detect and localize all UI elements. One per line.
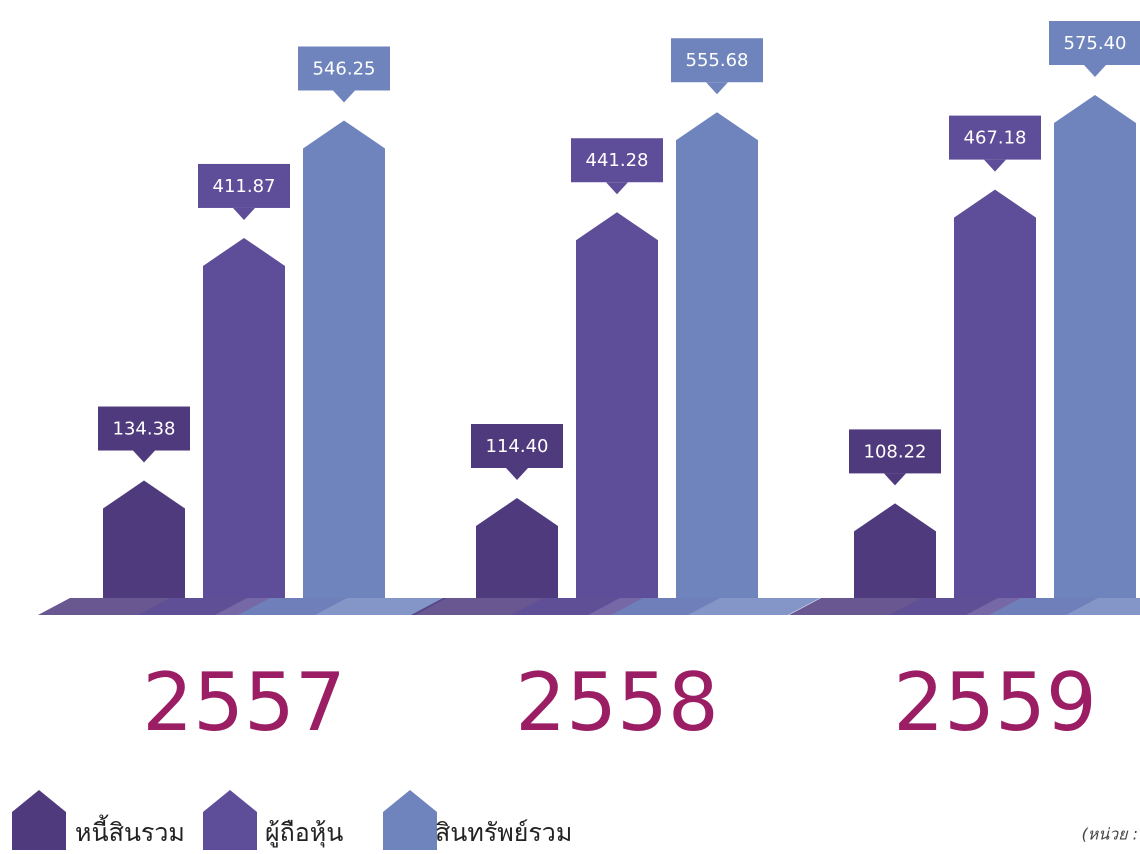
bar [103, 480, 185, 598]
callout [949, 115, 1041, 160]
floor [611, 598, 820, 615]
bar [303, 120, 385, 599]
floor [238, 598, 447, 615]
callout-pointer [133, 450, 155, 463]
bar [203, 237, 285, 599]
legend-label: ผู้ถือหุ้น [265, 818, 343, 848]
legend-swatch [12, 790, 66, 850]
value-label: 441.28 [586, 150, 649, 171]
value-label: 108.22 [864, 441, 927, 462]
callout-pointer [884, 473, 906, 486]
callout-pointer [233, 207, 255, 220]
callout [1049, 21, 1140, 65]
callout-pointer [506, 467, 528, 480]
value-label: 546.25 [313, 58, 376, 79]
category-label: 2558 [515, 656, 719, 749]
unit-note: (หน่วย : [1081, 825, 1138, 844]
callout [198, 163, 290, 208]
legend-swatch [383, 790, 437, 850]
callout [571, 138, 663, 183]
callout [298, 46, 390, 91]
value-label: 555.68 [686, 50, 749, 71]
callout-pointer [706, 82, 728, 95]
callout [471, 423, 563, 468]
legend-swatch [203, 790, 257, 850]
category-label: 2557 [142, 656, 346, 749]
bar [854, 503, 936, 598]
bar [576, 212, 658, 599]
bar [954, 189, 1036, 599]
value-label: 575.40 [1064, 33, 1127, 54]
bar [1054, 95, 1136, 598]
value-label: 114.40 [486, 436, 549, 457]
callout [98, 406, 190, 451]
callout-pointer [984, 159, 1006, 172]
callout [671, 38, 763, 83]
callout-pointer [1084, 65, 1106, 77]
category-label: 2559 [893, 656, 1097, 749]
bar [676, 112, 758, 599]
callout-pointer [333, 90, 355, 103]
floor [989, 598, 1140, 615]
legend-label: สินทรัพย์รวม [435, 818, 572, 847]
callout-pointer [606, 182, 628, 195]
value-label: 411.87 [213, 176, 276, 197]
bar [476, 497, 558, 598]
legend-label: หนี้สินรวม [75, 814, 185, 847]
callout [849, 429, 941, 474]
value-label: 467.18 [964, 128, 1027, 149]
value-label: 134.38 [113, 419, 176, 440]
